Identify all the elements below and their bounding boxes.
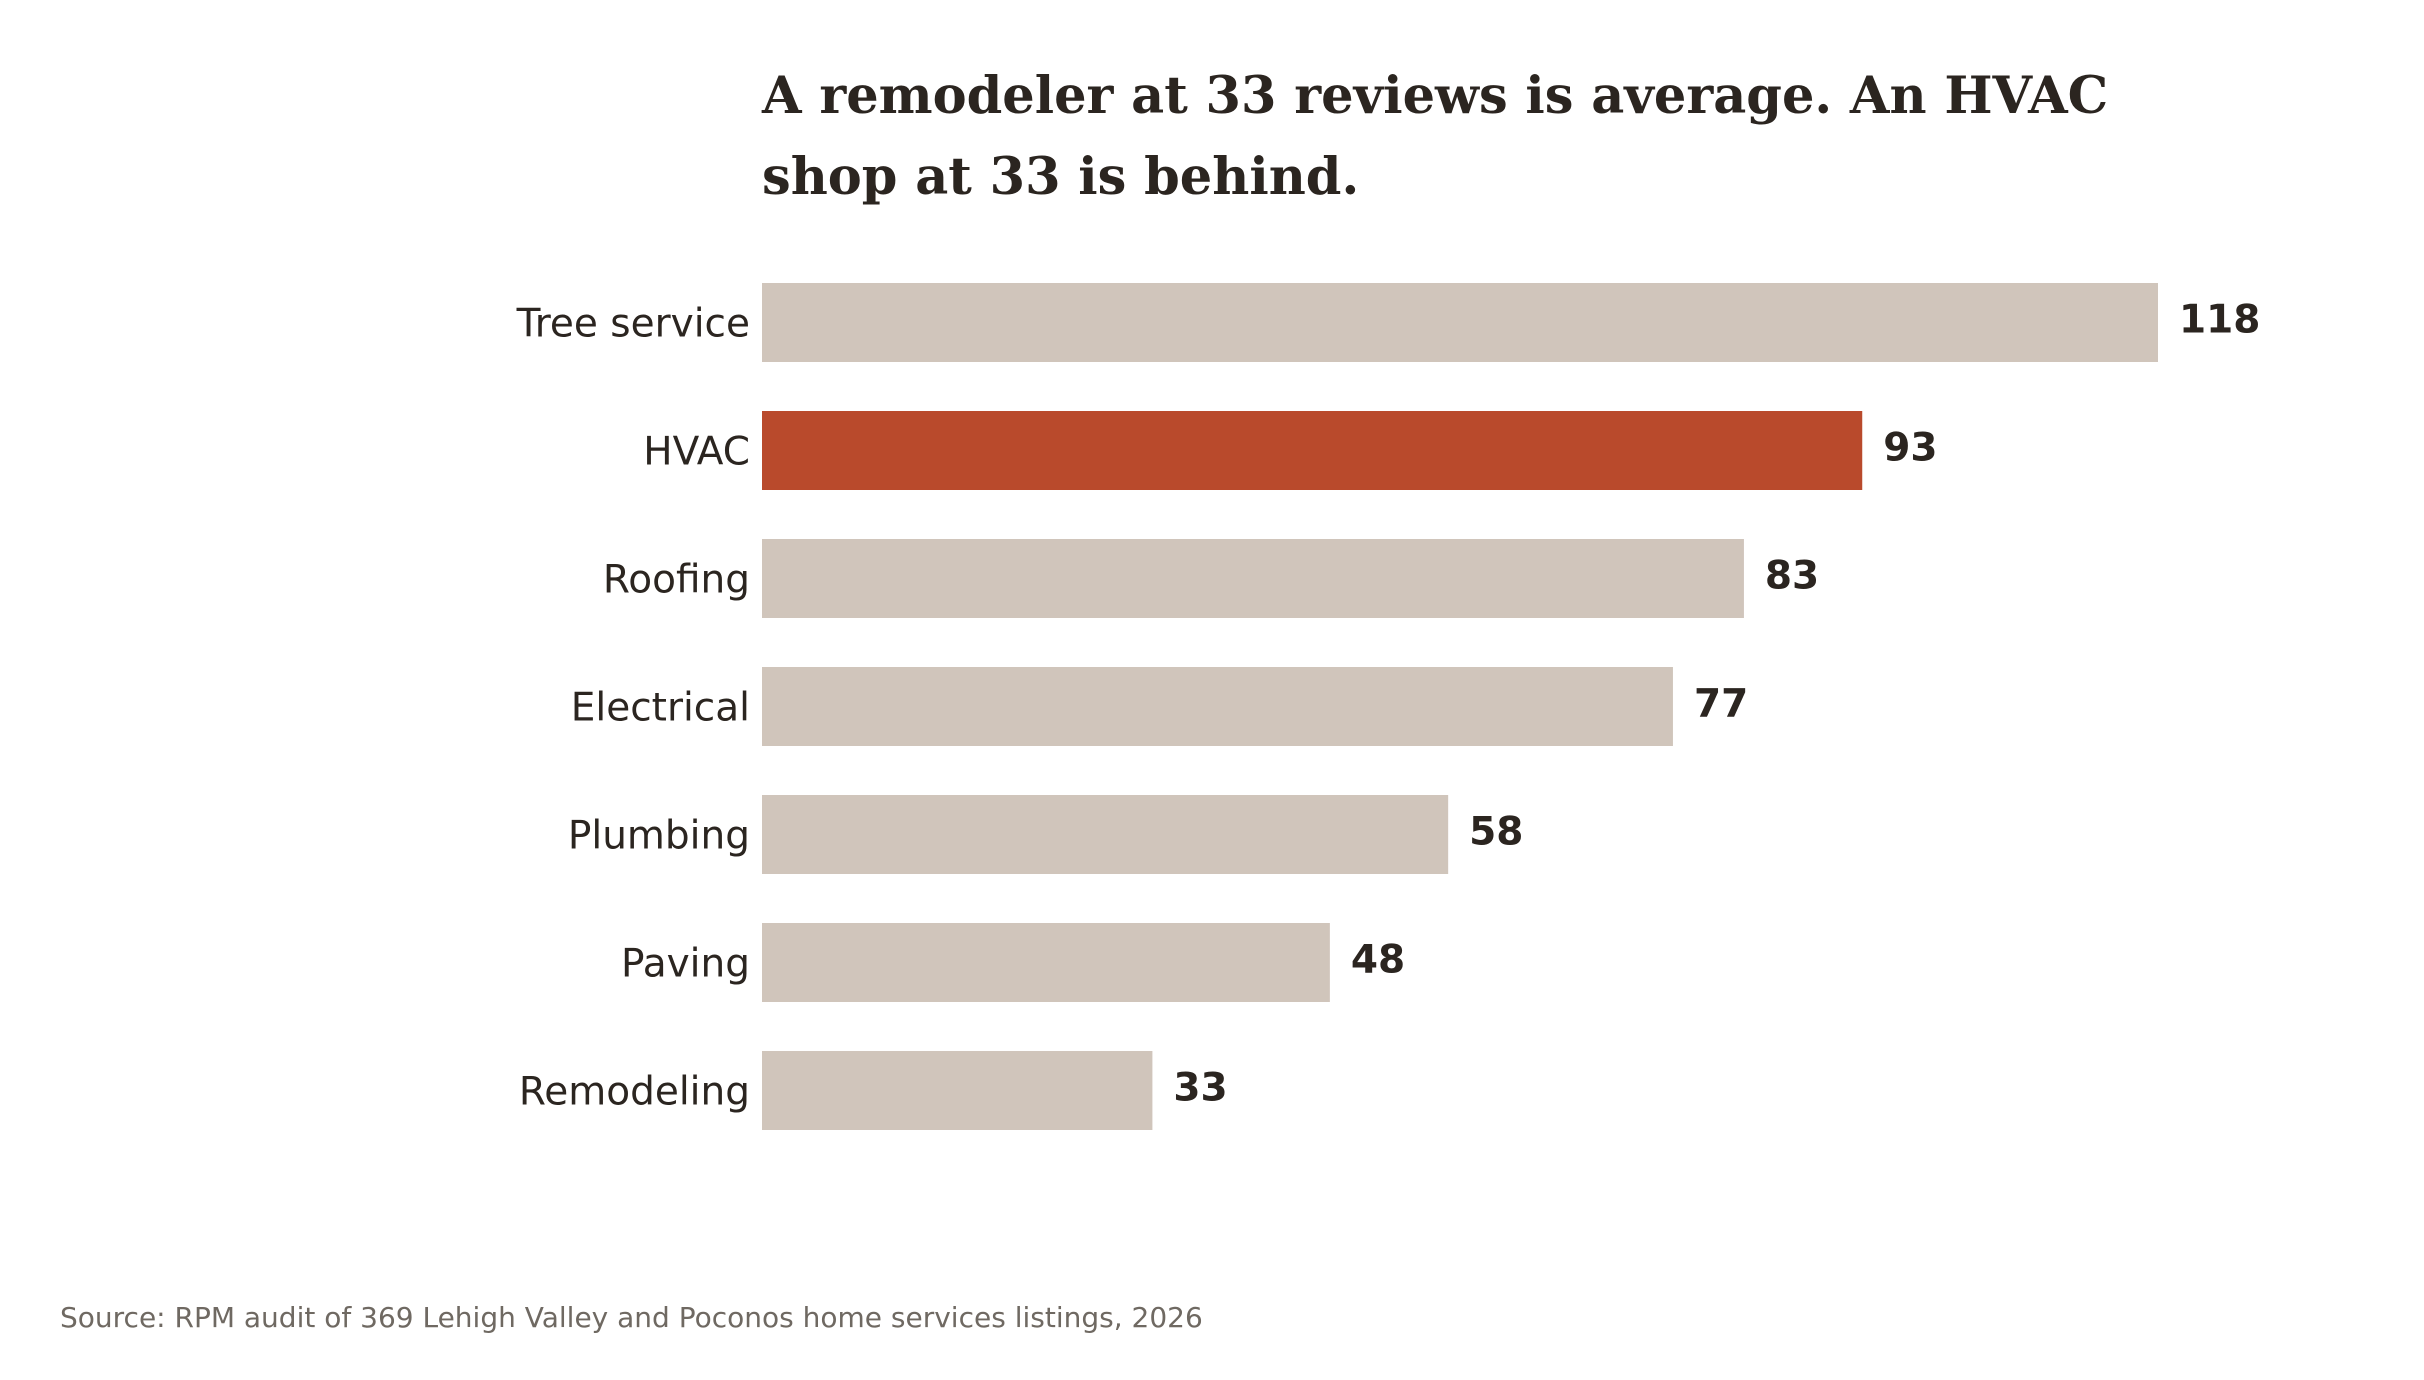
value-label-roofing: 83 bbox=[1765, 554, 1819, 599]
bars-group bbox=[762, 283, 2158, 1130]
category-labels: Tree service HVAC Roofing Electrical Plumbin… bbox=[516, 302, 750, 1115]
chart-title-line-2: shop at 33 is behind. bbox=[762, 147, 1359, 207]
bar-paving bbox=[762, 923, 1330, 1002]
category-label-paving: Paving bbox=[621, 942, 750, 987]
value-label-electrical: 77 bbox=[1694, 682, 1748, 727]
bar-remodeling bbox=[762, 1051, 1153, 1130]
bar-tree-service bbox=[762, 283, 2158, 362]
source-note: Source: RPM audit of 369 Lehigh Valley a… bbox=[60, 1301, 1203, 1334]
value-label-plumbing: 58 bbox=[1469, 810, 1523, 855]
bar-electrical bbox=[762, 667, 1673, 746]
chart-title: A remodeler at 33 reviews is average. An… bbox=[761, 66, 2108, 207]
category-label-plumbing: Plumbing bbox=[568, 814, 750, 859]
value-label-tree-service: 118 bbox=[2179, 298, 2260, 343]
category-label-remodeling: Remodeling bbox=[519, 1070, 750, 1115]
category-label-hvac: HVAC bbox=[643, 430, 750, 475]
category-label-tree-service: Tree service bbox=[516, 302, 750, 347]
value-label-paving: 48 bbox=[1351, 938, 1405, 983]
category-label-electrical: Electrical bbox=[571, 686, 750, 731]
value-label-remodeling: 33 bbox=[1173, 1066, 1227, 1111]
value-label-hvac: 93 bbox=[1883, 426, 1937, 471]
category-label-roofing: Roofing bbox=[603, 558, 750, 603]
bar-hvac bbox=[762, 411, 1863, 490]
value-labels: 118 93 83 77 58 48 33 bbox=[1173, 298, 2260, 1111]
bar-roofing bbox=[762, 539, 1744, 618]
bar-plumbing bbox=[762, 795, 1449, 874]
chart-title-line-1: A remodeler at 33 reviews is average. An… bbox=[761, 66, 2108, 126]
